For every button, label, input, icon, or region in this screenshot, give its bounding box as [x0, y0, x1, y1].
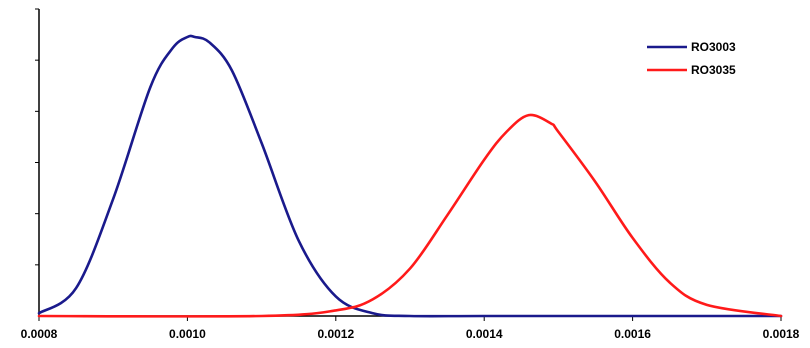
legend-label-ro3003: RO3003: [691, 40, 736, 54]
series-line-ro3003: [37, 34, 783, 318]
x-tick-label: 0.0012: [317, 327, 354, 341]
x-tick-label: 0.0008: [21, 327, 58, 341]
series-line-ro3035: [37, 113, 783, 318]
x-tick-label: 0.0014: [466, 327, 503, 341]
x-tick-label: 0.0010: [169, 327, 206, 341]
x-tick-label: 0.0016: [614, 327, 651, 341]
series-layer: [37, 34, 783, 318]
legend-label-ro3035: RO3035: [691, 63, 736, 77]
x-tick-label: 0.0018: [763, 327, 800, 341]
legend: RO3003 RO3035: [647, 40, 736, 77]
